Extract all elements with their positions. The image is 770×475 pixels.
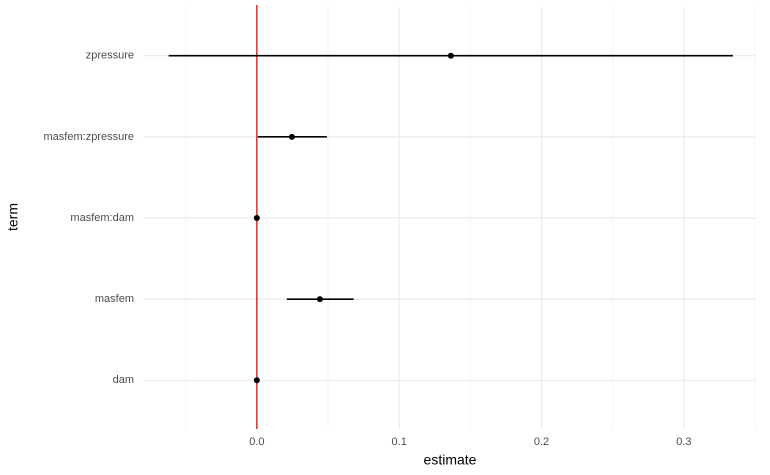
y-tick-label: masfem [95,293,134,305]
x-tick-label: 0.1 [392,436,407,448]
y-tick-label: dam [113,374,134,386]
x-tick-label: 0.3 [676,436,691,448]
y-tick-label: masfem:dam [70,212,134,224]
point [447,52,454,59]
point [316,296,323,303]
y-tick-label: zpressure [86,50,134,62]
x-axis-title: estimate [424,452,477,468]
point [288,133,295,140]
y-tick-label: masfem:zpressure [44,131,134,143]
point [253,377,260,384]
y-axis-title: term [5,203,21,231]
x-tick-label: 0.0 [249,436,264,448]
x-tick-label: 0.2 [534,436,549,448]
point [253,215,260,221]
